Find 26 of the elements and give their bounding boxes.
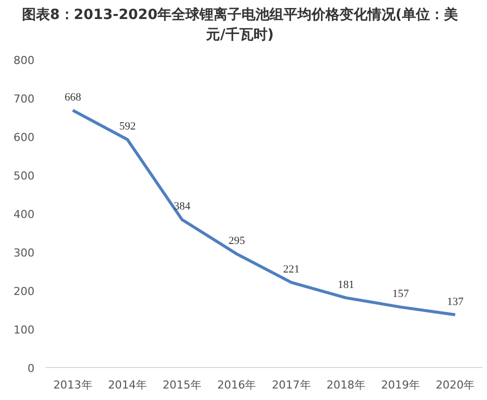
data-label: 295 bbox=[228, 234, 246, 247]
y-tick-label: 100 bbox=[14, 324, 35, 336]
y-tick-label: 200 bbox=[14, 285, 35, 298]
x-tick-label: 2014年 bbox=[108, 378, 147, 392]
y-tick-label: 500 bbox=[14, 170, 35, 182]
x-tick-label: 2013年 bbox=[53, 378, 92, 392]
data-label: 137 bbox=[446, 296, 464, 308]
y-tick-label: 700 bbox=[14, 92, 35, 106]
y-tick-label: 300 bbox=[14, 246, 35, 260]
x-tick-label: 2019年 bbox=[381, 378, 420, 392]
data-label: 157 bbox=[392, 288, 410, 300]
y-tick-label: 0 bbox=[28, 362, 34, 375]
x-tick-label: 2015年 bbox=[162, 378, 202, 392]
data-label: 668 bbox=[64, 91, 82, 104]
data-label: 384 bbox=[174, 200, 191, 213]
x-tick-label: 2017年 bbox=[272, 378, 311, 392]
data-label: 592 bbox=[119, 120, 136, 133]
x-tick-label: 2018年 bbox=[326, 378, 366, 392]
x-tick-label: 2016年 bbox=[217, 378, 256, 392]
data-label: 221 bbox=[283, 263, 300, 276]
chart-title: 图表8：2013-2020年全球锂离子电池组平均价格变化情况(单位：美元/千瓦时) bbox=[21, 6, 459, 45]
y-tick-label: 400 bbox=[14, 208, 35, 221]
x-tick-label: 2020年 bbox=[436, 378, 475, 392]
data-label: 181 bbox=[338, 278, 354, 291]
y-tick-label: 800 bbox=[14, 54, 35, 67]
y-tick-label: 600 bbox=[14, 131, 35, 144]
